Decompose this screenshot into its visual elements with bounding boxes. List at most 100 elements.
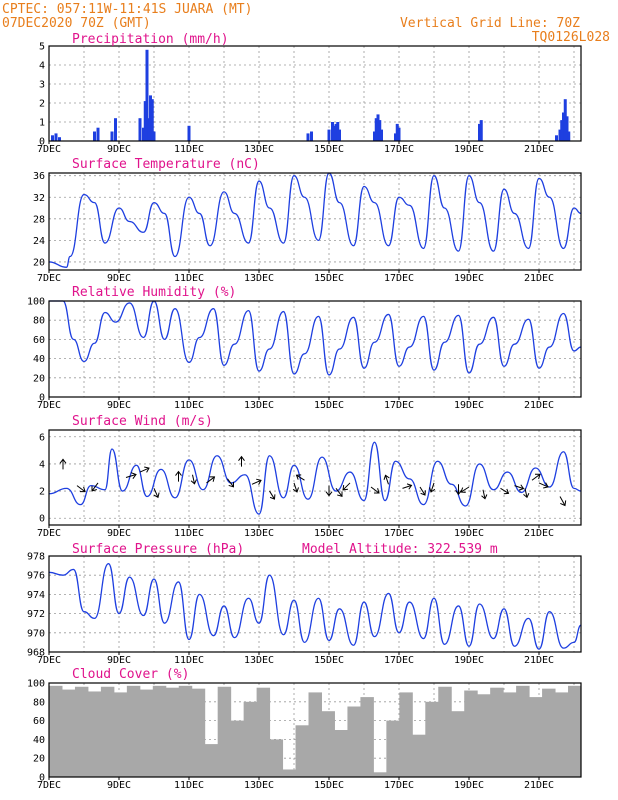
- temperature-ytick-label: 36: [33, 171, 45, 182]
- cloud-bar: [152, 685, 167, 777]
- cloud-bar: [87, 691, 102, 777]
- cloud-bar: [373, 772, 387, 777]
- wind-arrowhead: [535, 473, 541, 480]
- cloud-bar: [464, 690, 478, 777]
- wind-ytick-label: 6: [39, 432, 45, 443]
- precip-bar: [143, 101, 147, 141]
- wind-panel: 0 2 4 6 7DEC 9DEC 11DEC 13DEC 15DEC 17DEC 19DEC 21D…: [37, 414, 582, 539]
- wind-arrowhead: [337, 491, 343, 498]
- wind-arrowhead: [80, 486, 86, 493]
- precipitation-ytick-label: 1: [39, 118, 45, 129]
- cloud-bar: [230, 720, 245, 777]
- temperature-date-label: 13DEC: [244, 273, 274, 284]
- wind-arrowhead: [406, 483, 413, 490]
- pressure-ytick-label: 968: [27, 648, 45, 659]
- precip-bar: [142, 127, 145, 141]
- cloud-bar: [451, 711, 465, 777]
- temperature-panel: 20 24 28 32 36 7DEC 9DEC 11DEC 13DEC 15DEC 17DEC 19…: [33, 157, 582, 284]
- wind-arrow: [91, 482, 99, 492]
- precipitation-date-label: 9DEC: [107, 144, 131, 155]
- precipitation-frame: [48, 45, 582, 142]
- wind-arrowhead: [325, 491, 333, 497]
- wind-arrow: [227, 478, 234, 488]
- temperature-panel-title: Surface Temperature (nC): [72, 157, 260, 172]
- vertical-grid-label: Vertical Grid Line: 70Z: [400, 16, 580, 31]
- cloud-panel-title: Cloud Cover (%): [72, 667, 189, 682]
- wind-arrow: [559, 496, 566, 506]
- wind-arrowhead: [190, 479, 197, 485]
- precip-bar: [152, 131, 156, 141]
- precipitation-ytick-label: 2: [39, 99, 45, 110]
- humidity-ytick-label: 0: [39, 393, 45, 404]
- precipitation-date-label: 7DEC: [37, 144, 61, 155]
- pressure-panel-title: Surface Pressure (hPa): [72, 542, 244, 557]
- temperature-ytick-label: 28: [33, 214, 45, 225]
- wind-arrowhead: [269, 494, 276, 500]
- humidity-ytick-label: 40: [33, 354, 45, 365]
- wind-arrow: [370, 486, 380, 494]
- cloud-bar: [61, 689, 76, 777]
- wind-arrowhead: [59, 458, 67, 464]
- wind-arrow: [514, 485, 524, 490]
- humidity-date-label: 9DEC: [107, 400, 131, 411]
- wind-arrowhead: [130, 472, 137, 479]
- cloud-bar: [308, 692, 322, 777]
- pressure-date-label: 15DEC: [314, 655, 344, 666]
- cloud-bar: [412, 734, 426, 777]
- temperature-date-label: 15DEC: [314, 273, 344, 284]
- cloud-ytick-label: 100: [27, 679, 45, 690]
- wind-arrowhead: [209, 476, 216, 482]
- pressure-ytick-label: 978: [27, 552, 45, 563]
- wind-ytick-label: 2: [39, 487, 45, 498]
- precip-bar: [58, 137, 61, 141]
- run-date-header: 07DEC2020 70Z (GMT): [2, 16, 151, 31]
- wind-date-label: 21DEC: [524, 528, 554, 539]
- cloud-bar: [204, 744, 219, 777]
- wind-arrow: [524, 488, 528, 498]
- wind-arrowhead: [228, 481, 234, 488]
- cloud-panel: 0 20 40 60 80 100 7DEC 9DEC 11DEC 13DEC 15DEC 17DEC…: [27, 667, 582, 791]
- cloud-bar: [568, 685, 582, 777]
- humidity-panel-title: Relative Humidity (%): [72, 285, 236, 300]
- humidity-ytick-label: 80: [33, 316, 45, 327]
- cloud-bar: [256, 687, 271, 777]
- wind-arrowhead: [256, 478, 262, 485]
- wind-arrowhead: [342, 484, 348, 491]
- precipitation-ytick-label: 4: [39, 61, 45, 72]
- precip-bar: [334, 123, 338, 141]
- cloud-bar: [139, 689, 154, 777]
- model-altitude-label: Model Altitude: 322.539 m: [302, 542, 498, 557]
- wind-arrow: [206, 476, 215, 484]
- humidity-date-label: 21DEC: [524, 400, 554, 411]
- wind-arrowhead: [295, 474, 302, 480]
- wind-arrowhead: [543, 482, 549, 489]
- humidity-series-line: [48, 300, 582, 376]
- temperature-date-label: 9DEC: [107, 273, 131, 284]
- precip-bar: [145, 49, 149, 141]
- wind-arrow: [296, 474, 305, 481]
- precip-bar: [54, 133, 58, 141]
- cloud-date-label: 11DEC: [174, 780, 204, 791]
- cloud-bar: [282, 769, 297, 777]
- wind-panel-title: Surface Wind (m/s): [72, 414, 213, 429]
- pressure-date-label: 19DEC: [454, 655, 484, 666]
- cloud-bar: [334, 730, 348, 777]
- cloud-bar: [295, 725, 310, 777]
- wind-arrow: [139, 467, 150, 473]
- temperature-frame: [48, 172, 582, 271]
- humidity-ytick-label: 60: [33, 335, 45, 346]
- wind-arrow: [293, 482, 298, 493]
- wind-arrowhead: [523, 492, 530, 499]
- precip-bar: [378, 120, 382, 141]
- cloud-bar: [178, 685, 193, 777]
- temperature-date-label: 17DEC: [384, 273, 414, 284]
- precip-bar: [555, 135, 558, 141]
- cloud-bar: [490, 687, 504, 777]
- wind-arrow: [251, 479, 262, 485]
- temperature-series-line: [48, 172, 582, 268]
- wind-arrow: [385, 475, 389, 485]
- humidity-date-label: 15DEC: [314, 400, 344, 411]
- cloud-bar: [360, 697, 374, 777]
- cloud-bar: [477, 694, 491, 777]
- wind-arrow: [538, 482, 549, 488]
